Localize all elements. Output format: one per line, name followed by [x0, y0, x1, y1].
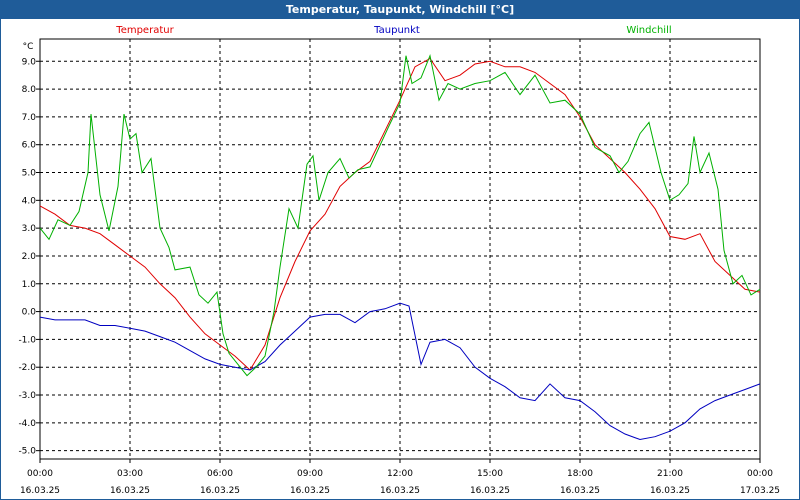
x-tick-label-date: 16.03.25 [560, 486, 600, 496]
y-tick-label: 4.0 [22, 196, 37, 206]
y-tick-label: 0.0 [22, 308, 37, 318]
x-tick-label-date: 16.03.25 [470, 486, 510, 496]
x-tick-label-time: 06:00 [207, 469, 233, 479]
chart-title: Temperatur, Taupunkt, Windchill [°C] [1, 1, 799, 19]
y-tick-label: 7.0 [22, 113, 37, 123]
x-tick-label-date: 16.03.25 [110, 486, 150, 496]
y-tick-label: 5.0 [22, 169, 37, 179]
x-tick-label-time: 12:00 [387, 469, 413, 479]
y-tick-label: 2.0 [22, 252, 37, 262]
y-tick-label: 6.0 [22, 141, 37, 151]
y-tick-label: 8.0 [22, 85, 37, 95]
x-tick-label-date: 16.03.25 [380, 486, 420, 496]
y-tick-label: -5.0 [18, 447, 36, 457]
x-tick-label-date: 16.03.25 [650, 486, 690, 496]
x-tick-label-time: 00:00 [27, 469, 53, 479]
legend-taupunkt: Taupunkt [373, 25, 420, 36]
y-axis-label: °C [23, 42, 34, 52]
x-tick-label-time: 03:00 [117, 469, 143, 479]
x-tick-label-date: 16.03.25 [20, 486, 60, 496]
x-tick-label-time: 15:00 [477, 469, 503, 479]
y-tick-label: 1.0 [22, 280, 37, 290]
x-tick-label-time: 09:00 [297, 469, 323, 479]
x-tick-label-date: 16.03.25 [200, 486, 240, 496]
x-tick-label-date: 17.03.25 [740, 486, 780, 496]
y-tick-label: -3.0 [18, 391, 36, 401]
series-line-taupunkt [39, 302, 761, 441]
x-tick-label-date: 16.03.25 [290, 486, 330, 496]
y-tick-label: 3.0 [22, 224, 37, 234]
series-line-windchill [39, 53, 761, 377]
x-tick-label-time: 00:00 [747, 469, 773, 479]
y-tick-label: -1.0 [18, 335, 36, 345]
x-tick-label-time: 21:00 [657, 469, 683, 479]
y-tick-label: -2.0 [18, 363, 36, 373]
x-tick-label-time: 18:00 [567, 469, 593, 479]
y-tick-label: -4.0 [18, 419, 36, 429]
legend-windchill: Windchill [626, 25, 671, 36]
y-tick-label: 9.0 [22, 57, 37, 67]
legend-temperatur: Temperatur [115, 25, 174, 36]
